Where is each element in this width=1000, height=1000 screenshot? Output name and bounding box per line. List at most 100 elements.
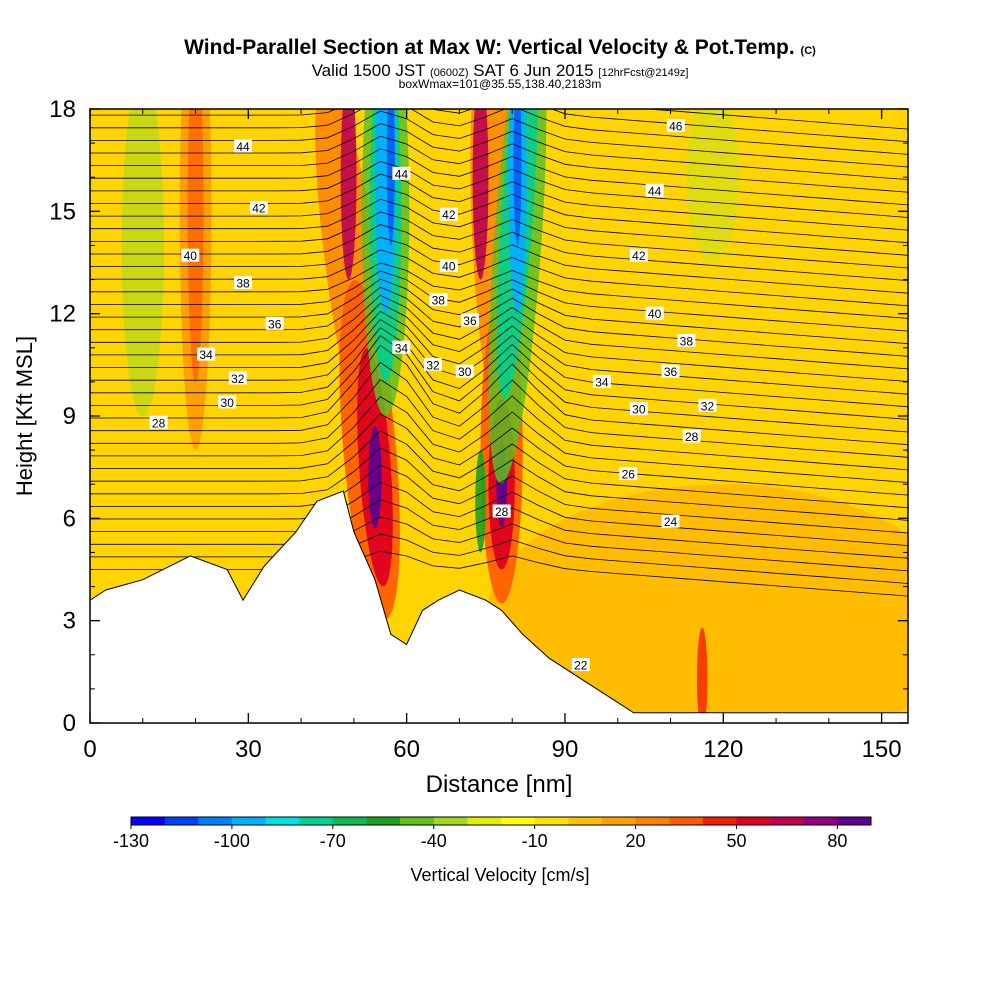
theta-contour-line — [90, 327, 908, 420]
colorbar-tick-label: -130 — [113, 831, 149, 851]
theta-contour-line — [90, 109, 908, 143]
theta-contour-line — [90, 344, 908, 446]
contour-label-box — [645, 183, 664, 197]
colorbar-swatch — [669, 817, 704, 825]
theta-contour-line — [90, 173, 908, 231]
contour-label: 40 — [442, 259, 456, 273]
contour-label: 24 — [664, 515, 678, 529]
colorbar-swatch — [400, 817, 435, 825]
theta-contour-line — [90, 148, 908, 206]
theta-contour-line — [90, 447, 908, 521]
contour-label-box — [234, 139, 253, 153]
contour-label-box — [392, 340, 411, 354]
valid-time: Valid 1500 JST — [311, 61, 426, 80]
contour-label: 36 — [463, 314, 477, 328]
contour-label: 32 — [701, 399, 715, 413]
contour-label-box — [629, 248, 648, 262]
y-tick-label: 9 — [63, 403, 76, 430]
contour-label: 32 — [231, 372, 245, 386]
field-red-spot — [696, 627, 708, 723]
colorbar-swatch — [837, 817, 872, 825]
colorbar-swatch — [198, 817, 233, 825]
theta-contour-line — [90, 123, 908, 180]
theta-contour-line — [90, 262, 908, 319]
colorbar-tick-label: -40 — [421, 831, 447, 851]
theta-contour-line — [90, 361, 908, 458]
colorbar-swatch — [601, 817, 637, 825]
contour-label: 36 — [664, 365, 678, 379]
contour-label: 42 — [442, 208, 456, 222]
contour-label-box — [645, 306, 664, 320]
contour-label: 30 — [458, 365, 472, 379]
contour-label: 28 — [495, 505, 509, 519]
terrain — [90, 490, 908, 723]
colorbar-swatch — [299, 817, 334, 825]
colorbar-tick-label: -100 — [214, 831, 250, 851]
updraft-1-core — [368, 426, 382, 529]
colorbar-label: Vertical Velocity [cm/s] — [410, 865, 589, 885]
plot-area: 44 42 40 38 36 34 32 30 28 44 42 40 38 36 34 32 30 46 44 42… — [89, 108, 909, 724]
colorbar: -130 -100 -70 -40 -10 20 50 80 — [113, 816, 872, 851]
colorbar-tick-label: 20 — [626, 831, 646, 851]
chart-title: Wind-Parallel Section at Max W: Vertical… — [0, 36, 1000, 60]
box-wmax-info: boxWmax=101@35.55,138.40,2183m — [398, 77, 602, 91]
theta-contour-line — [90, 379, 908, 471]
contour-label: 32 — [426, 358, 440, 372]
x-tick-label: 150 — [862, 736, 902, 763]
colorbar-tick-label: -10 — [522, 831, 548, 851]
contour-label-box — [181, 248, 200, 262]
contour-label-box — [619, 466, 638, 480]
contour-label: 44 — [648, 184, 662, 198]
contour-label: 46 — [669, 120, 683, 134]
contour-label: 40 — [648, 307, 662, 321]
y-tick-label: 18 — [49, 96, 76, 123]
contour-label-box — [249, 200, 268, 214]
theta-contour-line — [90, 249, 908, 307]
colorbar-swatch — [501, 817, 536, 825]
y-axis-label: Height [Kft MSL] — [12, 336, 37, 496]
contour-label: 34 — [199, 348, 213, 362]
contour-label-box — [592, 374, 611, 388]
y-tick-label: 3 — [63, 608, 76, 635]
y-tick-label: 15 — [49, 198, 76, 225]
colorbar-swatch — [265, 817, 300, 825]
contour-label-box — [218, 395, 237, 409]
field-weak-down-left — [121, 109, 164, 416]
theta-contour-line — [90, 211, 908, 269]
colorbar-tick-label: 50 — [726, 831, 746, 851]
contour-label: 36 — [268, 317, 282, 331]
colorbar-frame — [130, 816, 872, 826]
colorbar-swatch — [635, 817, 670, 825]
theta-contour-line — [90, 430, 908, 509]
colorbar-swatch — [736, 817, 771, 825]
theta-contour-line — [90, 109, 908, 155]
updraft-2-upper — [472, 109, 489, 280]
contour-label-box — [392, 166, 411, 180]
x-axis: 0 30 60 90 120 150 — [83, 109, 902, 763]
theta-contour-line — [642, 109, 908, 130]
theta-contour-line — [90, 533, 908, 584]
contour-label-box — [682, 429, 701, 443]
colorbar-swatch — [770, 817, 805, 825]
contour-label-box — [571, 658, 590, 672]
theta-contour-labels: 44 42 40 38 36 34 32 30 28 44 42 40 38 36 34 32 30 46 44 42… — [149, 119, 717, 673]
colorbar-tick-label: -70 — [320, 831, 346, 851]
colorbar-swatch — [702, 817, 737, 825]
contour-label: 38 — [680, 334, 694, 348]
field-up-left-core — [187, 109, 204, 382]
contour-label: 30 — [632, 403, 646, 417]
contour-label: 26 — [622, 467, 636, 481]
contour-label: 28 — [685, 430, 699, 444]
contour-label-box — [460, 313, 479, 327]
x-axis-label: Distance [nm] — [426, 771, 573, 798]
contour-label-box — [629, 402, 648, 416]
contour-label-box — [455, 364, 474, 378]
colorbar-swatch — [467, 817, 502, 825]
contour-label-box — [666, 119, 685, 133]
y-tick-label: 6 — [63, 505, 76, 532]
theta-contour-line — [90, 482, 908, 546]
theta-contours — [90, 109, 908, 597]
downdraft-1-core — [386, 109, 395, 246]
